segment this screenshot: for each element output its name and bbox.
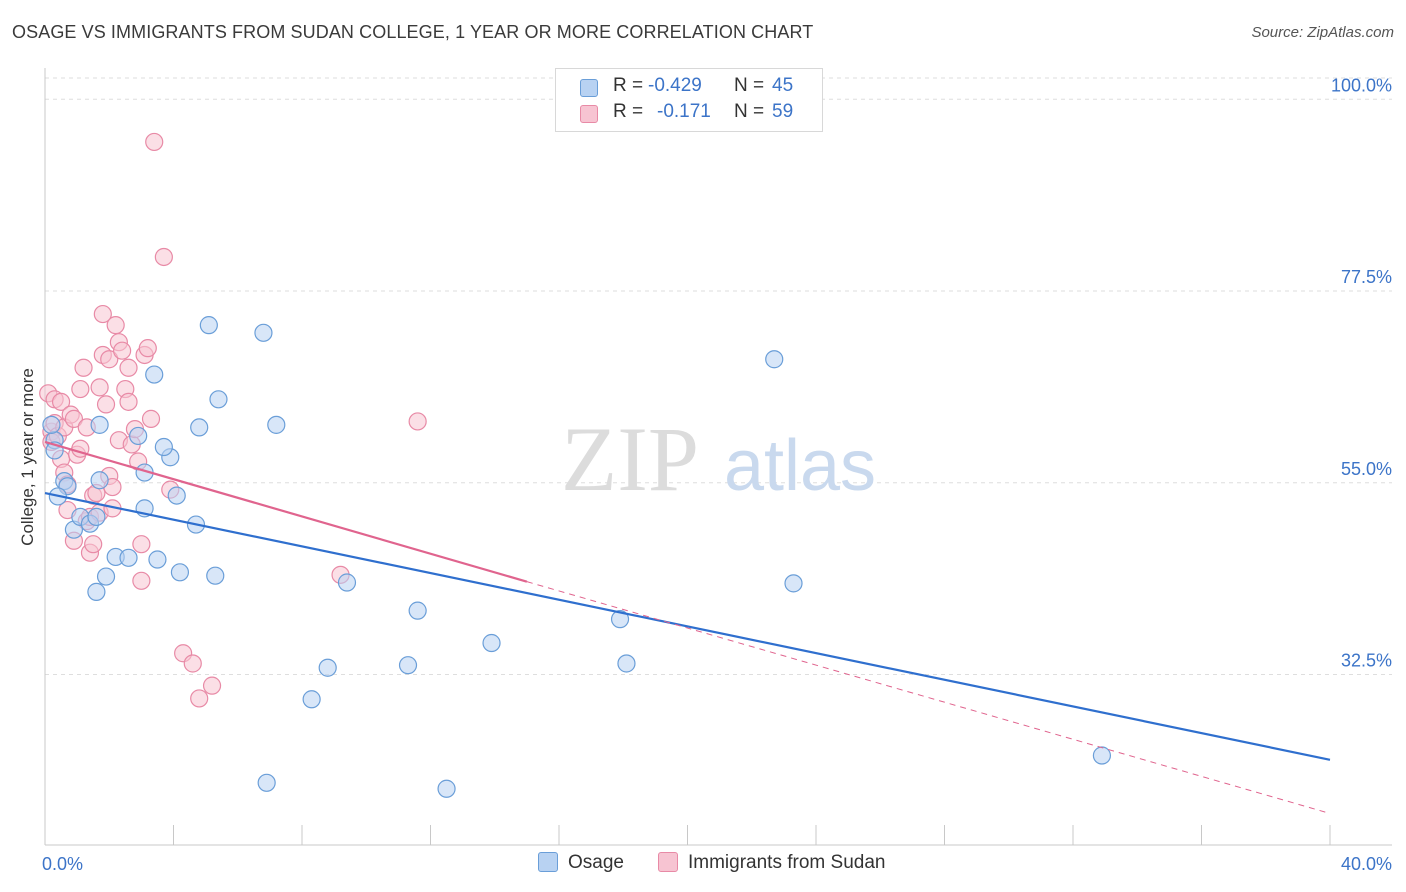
sudan-point — [100, 350, 119, 369]
sudan-point — [119, 358, 138, 377]
sudan-point — [71, 379, 90, 399]
sudan-point — [93, 304, 112, 324]
osage-point — [1092, 746, 1112, 765]
sudan-point — [154, 247, 173, 267]
osage-point — [167, 486, 186, 505]
osage-point — [190, 418, 209, 437]
n-value: 59 — [772, 101, 794, 122]
osage-legend-label: Osage — [568, 852, 624, 873]
sudan-trend-line — [44, 440, 528, 583]
source-label: Source: ZipAtlas.com — [1251, 24, 1394, 41]
sudan-legend-label: Immigrants from Sudan — [688, 852, 886, 873]
sudan-point — [190, 689, 209, 708]
osage-point — [617, 654, 636, 673]
osage-legend-swatch — [538, 852, 558, 872]
osage-point — [119, 548, 138, 567]
osage-point — [42, 415, 61, 434]
osage-point — [87, 507, 106, 526]
osage-point — [206, 566, 225, 585]
x-tick-label: 0.0% — [42, 854, 83, 874]
data-points — [39, 132, 1112, 798]
osage-point — [302, 690, 321, 709]
sudan-point — [132, 535, 151, 554]
sudan-point — [141, 409, 161, 428]
sudan-point — [112, 341, 132, 360]
osage-point — [437, 779, 456, 798]
sudan-point — [119, 392, 138, 411]
r-value: -0.171 — [657, 101, 711, 122]
sudan-point — [96, 395, 116, 414]
r-value: -0.429 — [648, 75, 702, 96]
r-label: R = — [613, 75, 644, 96]
sudan-trend-line-extension — [526, 581, 1331, 814]
sudan-point — [106, 316, 125, 335]
sudan-point — [183, 654, 202, 673]
trend-lines — [44, 440, 1331, 814]
watermark: ZIP atlas — [561, 408, 876, 510]
osage-point — [254, 323, 273, 342]
sudan-point — [90, 378, 109, 397]
sudan-point — [51, 392, 71, 411]
sudan-point — [84, 535, 103, 554]
r-label: R = — [613, 101, 644, 122]
legend-row-sudan: R = -0.171 N = 59 — [556, 101, 822, 127]
osage-point — [267, 415, 286, 434]
osage-point — [398, 656, 418, 675]
osage-point — [148, 550, 167, 569]
sudan-point — [138, 339, 157, 358]
osage-point — [318, 658, 337, 677]
osage-point — [482, 633, 501, 653]
legend-item-sudan[interactable]: Immigrants from Sudan — [658, 852, 885, 874]
osage-point — [408, 601, 427, 620]
osage-point — [96, 567, 116, 586]
watermark-atlas: atlas — [724, 426, 876, 506]
watermark-zip: ZIP — [561, 408, 699, 510]
osage-point — [170, 563, 190, 582]
osage-point — [90, 415, 109, 434]
chart-title: OSAGE VS IMMIGRANTS FROM SUDAN COLLEGE, … — [12, 22, 814, 42]
axes — [44, 68, 1392, 846]
n-label: N = — [734, 75, 765, 96]
x-tick-label: 40.0% — [1341, 854, 1392, 874]
y-tick-label: 32.5% — [1341, 651, 1392, 671]
osage-point — [199, 316, 218, 335]
osage-point — [154, 437, 173, 457]
sudan-point — [132, 571, 151, 590]
stats-legend: R = -0.429 N = 45 R = -0.171 N = 59 — [555, 68, 823, 132]
y-tick-label: 77.5% — [1341, 267, 1392, 287]
y-tick-label: 100.0% — [1331, 75, 1392, 95]
sudan-point — [64, 409, 84, 428]
sudan-legend-swatch — [658, 852, 678, 872]
osage-point — [337, 573, 357, 592]
y-axis-label: College, 1 year or more — [18, 368, 37, 546]
osage-point — [129, 426, 148, 446]
y-tick-label: 55.0% — [1341, 459, 1392, 479]
osage-point — [90, 471, 109, 490]
n-label: N = — [734, 101, 765, 122]
osage-point — [765, 350, 784, 369]
osage-point — [209, 390, 228, 409]
osage-point — [257, 773, 276, 792]
sudan-point — [145, 132, 164, 152]
sudan-point — [74, 358, 93, 377]
tick-labels: 32.5% 55.0% 77.5% 100.0% 0.0% 40.0% — [42, 75, 1392, 874]
legend-item-osage[interactable]: Osage — [538, 852, 624, 874]
osage-trend-line — [44, 491, 1331, 761]
osage-point — [784, 574, 803, 593]
osage-point — [87, 582, 106, 601]
sudan-swatch — [580, 105, 598, 123]
sudan-point — [202, 676, 222, 695]
sudan-point — [408, 412, 427, 431]
grid-lines — [45, 77, 1392, 676]
legend-row-osage: R = -0.429 N = 45 — [556, 75, 822, 101]
osage-point — [610, 610, 630, 629]
osage-swatch — [580, 79, 598, 97]
n-value: 45 — [772, 75, 794, 96]
osage-point — [145, 365, 164, 384]
